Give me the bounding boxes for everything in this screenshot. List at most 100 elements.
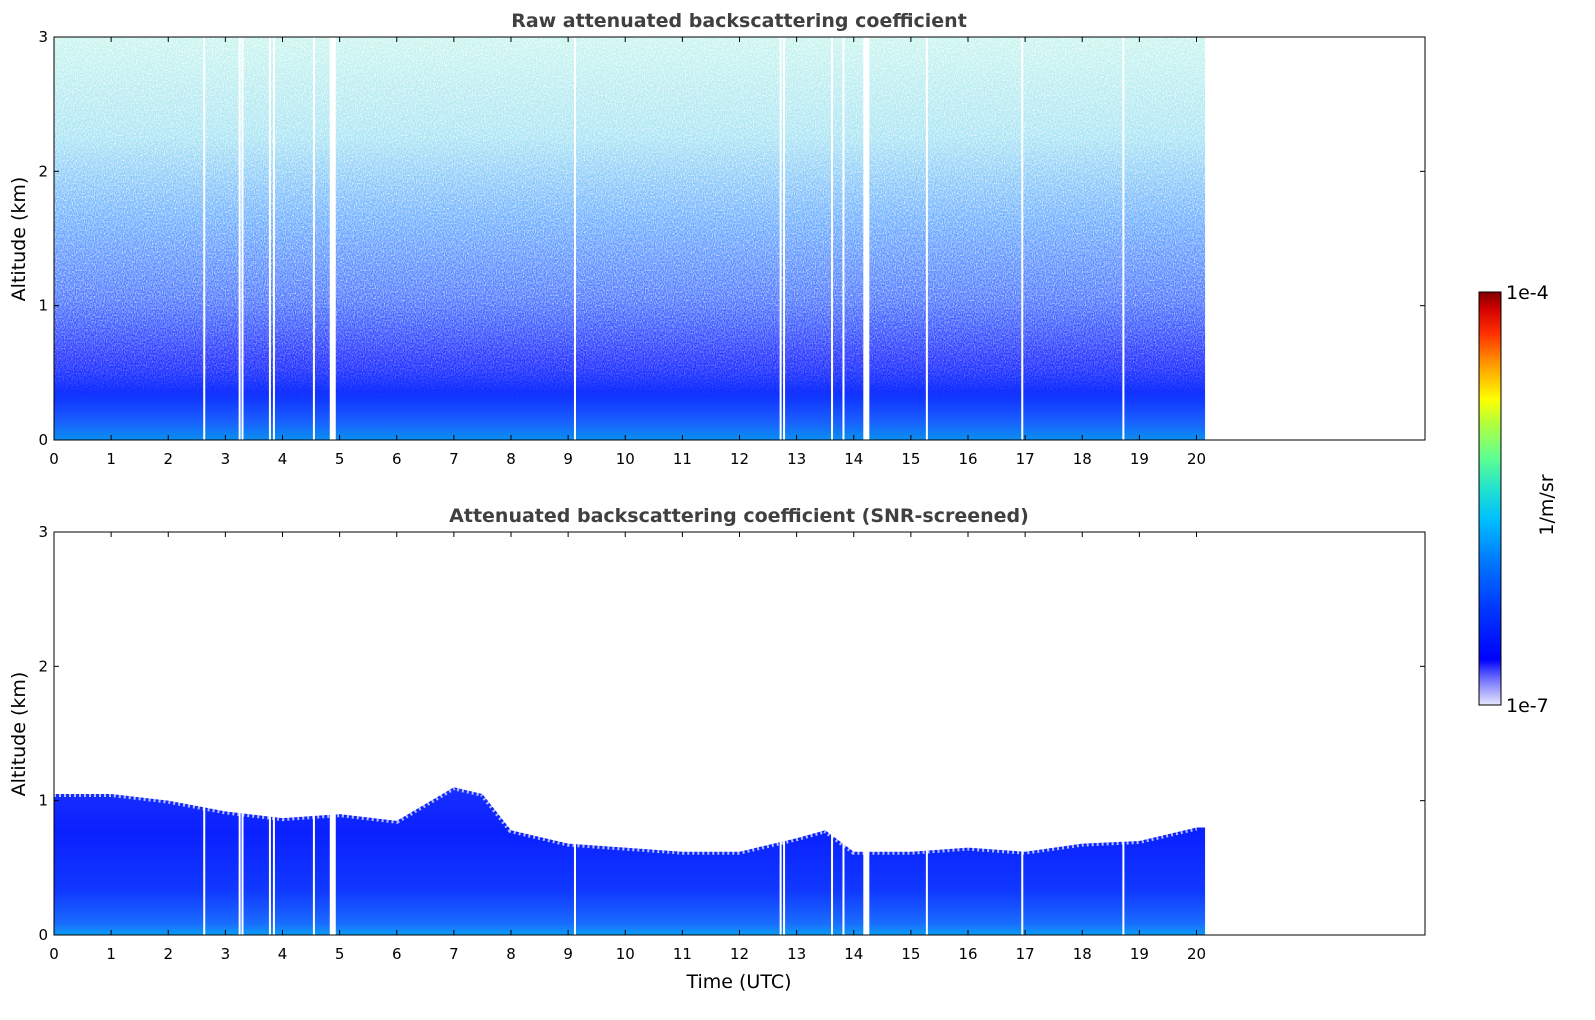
x-tick-label: 16 (958, 945, 977, 963)
data-gap (831, 37, 834, 440)
x-tick-label: 2 (163, 945, 173, 963)
x-tick-label: 19 (1130, 945, 1149, 963)
data-gap (779, 37, 782, 440)
data-gap (573, 532, 576, 935)
x-tick-label: 16 (958, 450, 977, 468)
x-tick-label: 10 (616, 450, 635, 468)
colorbar-max-label: 1e-4 (1506, 282, 1549, 304)
x-tick-label: 0 (49, 450, 59, 468)
data-gap (241, 532, 244, 935)
boundary-layer-edge (54, 784, 1198, 855)
screened-x-axis: 0 1 2 3 4 5 6 7 8 9 10 11 12 13 14 15 16 17 18 19 20 (49, 532, 1206, 963)
x-tick-label: 13 (787, 450, 806, 468)
data-gap (863, 37, 870, 440)
data-gap (783, 532, 786, 935)
y-tick-label: 1 (38, 297, 48, 315)
raw-y-axis-label: Altitude (km) (8, 177, 30, 302)
colorbar: 1e-4 1e-7 1/m/sr (1478, 282, 1558, 717)
x-tick-label: 5 (335, 945, 345, 963)
x-tick-label: 7 (449, 945, 459, 963)
data-gap (573, 37, 576, 440)
y-tick-label: 0 (38, 926, 48, 944)
x-tick-label: 18 (1073, 945, 1092, 963)
x-tick-label: 1 (106, 450, 116, 468)
data-gap (203, 532, 206, 935)
x-tick-label: 9 (563, 450, 573, 468)
data-gap (268, 37, 271, 440)
raw-backscatter-panel: Raw attenuated backscattering coefficien… (8, 10, 1426, 468)
data-gap (238, 37, 241, 440)
panel-title-raw: Raw attenuated backscattering coefficien… (511, 10, 967, 32)
colorbar-unit-label: 1/m/sr (1536, 474, 1558, 535)
data-gap (1021, 37, 1024, 440)
boundary-layer-field (54, 787, 1206, 935)
data-gap (1122, 532, 1125, 935)
colorbar-min-label: 1e-7 (1506, 695, 1549, 717)
data-gap (863, 532, 870, 935)
x-tick-label: 17 (1016, 945, 1035, 963)
x-tick-label: 8 (506, 945, 516, 963)
y-tick-label: 3 (38, 28, 48, 46)
x-tick-label: 12 (730, 450, 749, 468)
y-tick-label: 2 (38, 657, 48, 675)
raw-x-axis: 0 1 2 3 4 5 6 7 8 9 10 11 12 13 14 15 16 17 18 19 20 (49, 37, 1206, 468)
data-gap (842, 532, 845, 935)
screened-backscatter-panel: Attenuated backscattering coefficient (S… (8, 505, 1426, 993)
x-tick-label: 18 (1073, 450, 1092, 468)
data-gap (783, 37, 786, 440)
x-tick-label: 3 (221, 450, 231, 468)
x-tick-label: 17 (1016, 450, 1035, 468)
y-tick-label: 2 (38, 162, 48, 180)
x-tick-label: 15 (901, 450, 920, 468)
data-gap (238, 532, 241, 935)
x-tick-label: 20 (1187, 450, 1206, 468)
data-gap (1021, 532, 1024, 935)
data-gap (203, 37, 206, 440)
x-tick-label: 7 (449, 450, 459, 468)
x-tick-label: 0 (49, 945, 59, 963)
x-tick-label: 4 (278, 450, 288, 468)
noise-speckle (54, 37, 1206, 440)
x-tick-label: 2 (163, 450, 173, 468)
x-tick-label: 4 (278, 945, 288, 963)
data-gap (272, 532, 275, 935)
colorbar-gradient (1478, 291, 1502, 706)
data-gap (241, 37, 244, 440)
x-tick-label: 6 (392, 450, 402, 468)
x-tick-label: 5 (335, 450, 345, 468)
data-gap (1122, 37, 1125, 440)
x-tick-label: 11 (673, 450, 692, 468)
x-axis-label: Time (UTC) (685, 971, 791, 993)
data-gap (268, 532, 271, 935)
y-tick-label: 1 (38, 792, 48, 810)
data-gap (329, 532, 336, 935)
raw-heatmap (54, 37, 1206, 440)
data-gap (925, 37, 928, 440)
screened-heatmap (54, 532, 1206, 935)
data-gap (312, 532, 315, 935)
x-tick-label: 6 (392, 945, 402, 963)
data-gap (842, 37, 845, 440)
x-tick-label: 9 (563, 945, 573, 963)
raw-y-axis: 0 1 2 3 (38, 28, 1425, 449)
x-tick-label: 15 (901, 945, 920, 963)
x-tick-label: 11 (673, 945, 692, 963)
x-tick-label: 3 (221, 945, 231, 963)
data-gap (925, 532, 928, 935)
x-tick-label: 20 (1187, 945, 1206, 963)
x-tick-label: 10 (616, 945, 635, 963)
data-gap (312, 37, 315, 440)
data-gap (779, 532, 782, 935)
y-tick-label: 3 (38, 523, 48, 541)
x-tick-label: 8 (506, 450, 516, 468)
data-gap (329, 37, 336, 440)
screened-y-axis: 0 1 2 3 (38, 523, 1425, 944)
x-tick-label: 12 (730, 945, 749, 963)
x-tick-label: 1 (106, 945, 116, 963)
data-gap (272, 37, 275, 440)
x-tick-label: 14 (844, 945, 863, 963)
x-tick-label: 13 (787, 945, 806, 963)
y-tick-label: 0 (38, 431, 48, 449)
x-tick-label: 19 (1130, 450, 1149, 468)
